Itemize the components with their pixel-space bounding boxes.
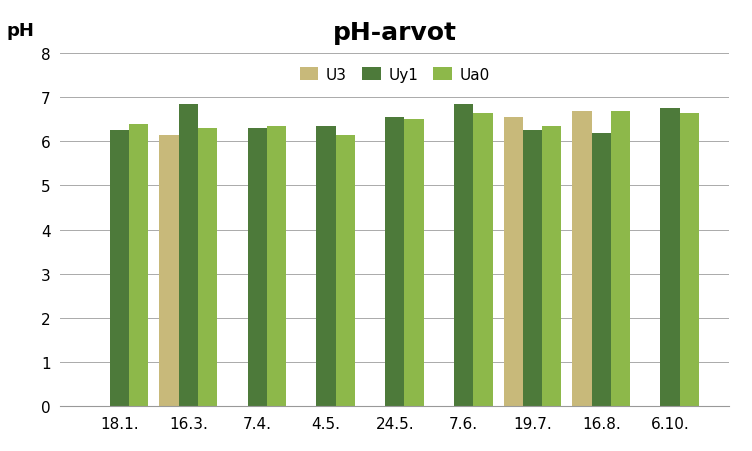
Bar [542, 127, 561, 406]
Bar [198, 129, 217, 406]
Bar [247, 129, 267, 406]
Bar [405, 120, 423, 406]
Bar [335, 135, 355, 406]
Title: pH-arvot: pH-arvot [333, 21, 456, 45]
Bar [680, 114, 699, 406]
Bar [385, 118, 405, 406]
Bar [110, 131, 129, 406]
Bar [179, 105, 198, 406]
Bar [473, 114, 493, 406]
Bar [129, 124, 148, 406]
Bar [592, 133, 611, 406]
Bar [159, 135, 179, 406]
Bar [267, 127, 286, 406]
Legend: U3, Uy1, Ua0: U3, Uy1, Ua0 [294, 62, 496, 89]
Bar [454, 105, 473, 406]
Bar [317, 127, 335, 406]
Bar [611, 111, 630, 406]
Text: pH: pH [7, 22, 35, 40]
Bar [660, 109, 680, 406]
Bar [523, 131, 542, 406]
Bar [504, 118, 523, 406]
Bar [572, 111, 592, 406]
